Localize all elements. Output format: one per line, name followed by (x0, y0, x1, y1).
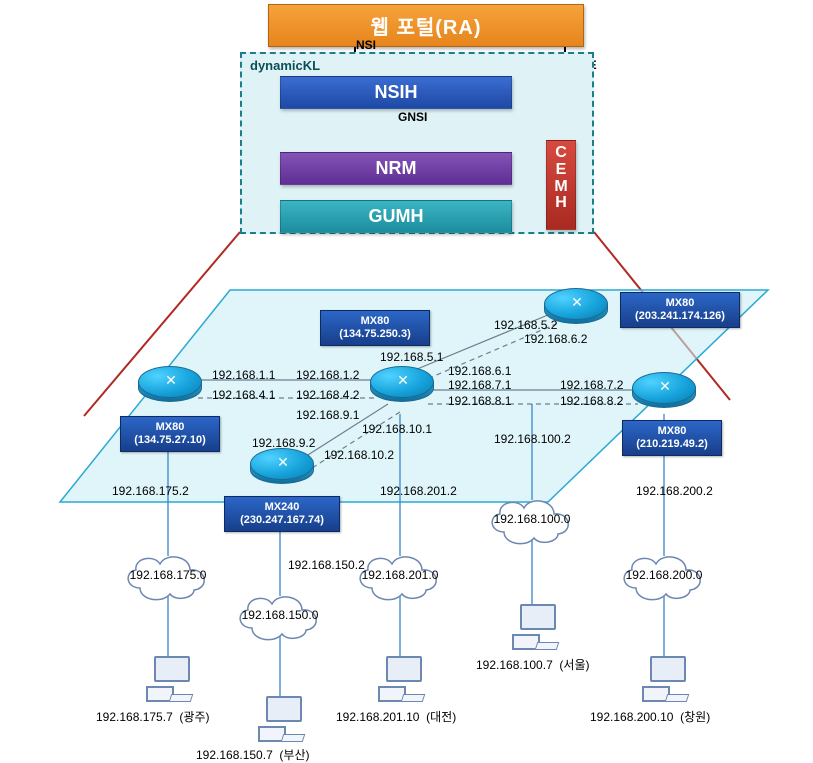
pc-h3 (376, 656, 424, 704)
ip-label: 192.168.1.2 (296, 368, 359, 382)
dev-ip: 210.219.49.2 (640, 438, 704, 450)
router-icon: ✕ (644, 378, 684, 398)
portal-label: 웹 포털(RA) (371, 17, 482, 39)
router-icon: ✕ (150, 372, 190, 392)
ip-label: 192.168.1.1 (212, 368, 275, 382)
ip-label: 192.168.4.2 (296, 388, 359, 402)
host-label: 192.168.100.7 (서울) (476, 656, 590, 673)
router-r5-label: MX240(230.247.167.74) (224, 496, 340, 532)
ip-label: 192.168.7.1 (448, 378, 511, 392)
ip-label: 192.168.175.2 (112, 484, 189, 498)
pc-h4 (510, 604, 558, 652)
ip-label: 192.168.201.2 (380, 484, 457, 498)
router-r5: ✕ (250, 448, 314, 492)
ip-label: 192.168.8.1 (448, 394, 511, 408)
router-center: ✕ (370, 366, 434, 410)
cemh-bar: C E M H (546, 140, 576, 230)
ip-label: 192.168.9.1 (296, 408, 359, 422)
ip-label: 192.168.8.2 (560, 394, 623, 408)
ip-label: 192.168.4.1 (212, 388, 275, 402)
cloud-label: 192.168.200.0 (604, 568, 724, 582)
router-r1-label: MX80(134.75.27.10) (120, 416, 220, 452)
dynamickl-label: dynamicKL (250, 58, 320, 73)
ip-label: 192.168.6.2 (524, 332, 587, 346)
ip-label: 192.168.5.2 (494, 318, 557, 332)
gumh-label: GUMH (369, 206, 424, 226)
ip-label: 192.168.6.1 (448, 364, 511, 378)
dev-ip: 230.247.167.74 (244, 514, 320, 526)
host-label: 192.168.200.10 (창원) (590, 708, 710, 725)
dev-model: MX80 (658, 425, 687, 437)
cloud-label: 192.168.201.0 (340, 568, 460, 582)
nsi-label: NSI (356, 38, 376, 52)
dev-model: MX80 (156, 421, 185, 433)
pc-h2 (256, 696, 304, 744)
router-r3-label: MX80(203.241.174.126) (620, 292, 740, 328)
router-r1: ✕ (138, 366, 202, 410)
nsih-label: NSIH (374, 82, 417, 102)
ip-label: 192.168.7.2 (560, 378, 623, 392)
ip-label: 192.168.9.2 (252, 436, 315, 450)
gnsi-label: GNSI (398, 110, 427, 124)
nsih-bar: NSIH (280, 76, 512, 109)
dev-ip: 134.75.27.10 (138, 434, 202, 446)
pc-h5 (640, 656, 688, 704)
router-icon: ✕ (382, 372, 422, 392)
pc-h1 (144, 656, 192, 704)
host-label: 192.168.175.7 (광주) (96, 708, 210, 725)
dev-model: MX80 (666, 297, 695, 309)
router-r4-label: MX80(210.219.49.2) (622, 420, 722, 456)
web-portal-bar: 웹 포털(RA) (268, 4, 584, 47)
router-icon: ✕ (262, 454, 302, 474)
nrm-label: NRM (376, 158, 417, 178)
ip-label: 192.168.10.1 (362, 422, 432, 436)
host-label: 192.168.150.7 (부산) (196, 746, 310, 763)
router-icon: ✕ (556, 294, 596, 314)
router-r4: ✕ (632, 372, 696, 416)
ip-label: 192.168.10.2 (324, 448, 394, 462)
gumh-bar: GUMH (280, 200, 512, 233)
ip-label: 192.168.200.2 (636, 484, 713, 498)
ip-label: 192.168.5.1 (380, 350, 443, 364)
nrm-bar: NRM (280, 152, 512, 185)
cemh-label: C E M H (554, 144, 567, 211)
ip-label: 192.168.100.2 (494, 432, 571, 446)
router-r2-label: MX80(134.75.250.3) (320, 310, 430, 346)
dev-ip: 203.241.174.126 (639, 310, 722, 322)
cloud-label: 192.168.175.0 (108, 568, 228, 582)
host-label: 192.168.201.10 (대전) (336, 708, 456, 725)
cloud-label: 192.168.100.0 (472, 512, 592, 526)
dev-model: MX80 (361, 315, 390, 327)
dev-ip: 134.75.250.3 (343, 328, 407, 340)
cloud-label: 192.168.150.0 (220, 608, 340, 622)
dev-model: MX240 (265, 501, 300, 513)
